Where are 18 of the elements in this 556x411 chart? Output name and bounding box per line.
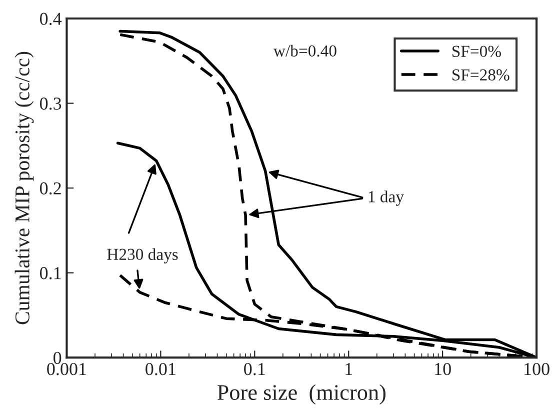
- annotation: 1 day: [368, 190, 404, 206]
- x-tick-label: 100: [524, 362, 550, 376]
- annotation: w/b=0.40: [273, 44, 336, 57]
- y-tick-label: 0.4: [40, 12, 62, 26]
- x-tick-label: 0.1: [244, 362, 265, 376]
- y-tick-label: 0.3: [40, 98, 62, 110]
- x-tick-label: 0.01: [146, 362, 176, 376]
- legend-label: SF=0%: [452, 46, 501, 58]
- y-tick-label: 0.2: [40, 182, 61, 195]
- annotation: H230 days: [107, 248, 178, 264]
- x-axis-title: Pore size (micron): [217, 384, 386, 405]
- legend-label: SF=28%: [452, 69, 510, 81]
- x-tick-label: 1: [346, 363, 352, 375]
- y-axis-title: Cumulative MIP porosity (cc/cc): [14, 52, 34, 324]
- x-tick-label: 10: [435, 362, 451, 376]
- x-tick-label: 0.001: [47, 362, 86, 376]
- y-tick-label: 0.1: [40, 267, 61, 280]
- y-tick-label: 0: [54, 352, 62, 364]
